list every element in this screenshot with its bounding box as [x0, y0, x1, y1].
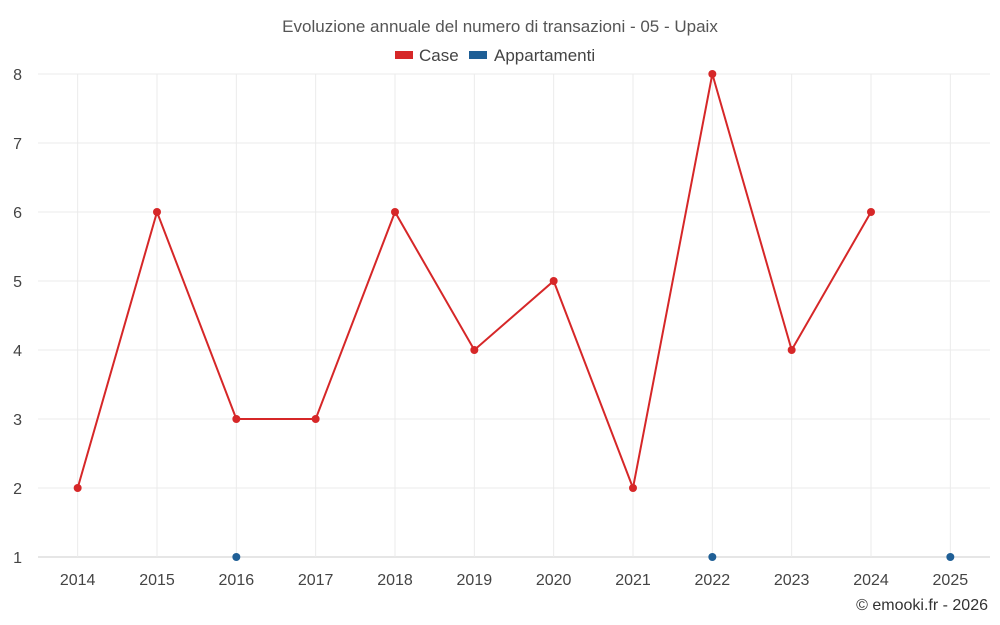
data-point[interactable] [787, 346, 796, 354]
legend-swatch-case [395, 51, 413, 59]
x-tick-label: 2014 [60, 572, 96, 589]
data-point[interactable] [867, 208, 875, 216]
y-tick-label: 8 [13, 67, 22, 84]
x-axis: 2014 2015 2016 2017 2018 2019 2020 2021 2022 2023… [60, 572, 968, 589]
data-point[interactable] [311, 415, 320, 423]
y-tick-label: 3 [13, 412, 22, 429]
legend-label-case[interactable]: Case [419, 46, 459, 65]
x-tick-label: 2019 [457, 572, 493, 589]
x-tick-label: 2016 [219, 572, 255, 589]
data-point[interactable] [73, 484, 82, 492]
x-tick-label: 2023 [774, 572, 810, 589]
y-tick-label: 5 [13, 274, 22, 291]
series-case [73, 70, 875, 492]
x-tick-label: 2022 [695, 572, 731, 589]
y-tick-label: 1 [13, 550, 22, 567]
legend-label-appartamenti[interactable]: Appartamenti [494, 46, 595, 65]
series-layer [73, 70, 955, 561]
data-point[interactable] [946, 553, 955, 561]
legend: Case Appartamenti [395, 46, 595, 65]
x-tick-label: 2024 [853, 572, 889, 589]
data-point[interactable] [629, 484, 637, 492]
data-point[interactable] [153, 208, 161, 216]
y-axis: 1 2 3 4 5 6 7 8 [13, 67, 22, 567]
series-appartamenti [232, 553, 955, 561]
x-tick-label: 2015 [139, 572, 175, 589]
data-point[interactable] [232, 553, 241, 561]
data-point[interactable] [549, 277, 558, 285]
credit-text: © emooki.fr - 2026 [856, 597, 988, 614]
data-point[interactable] [708, 70, 717, 78]
y-tick-label: 4 [13, 343, 22, 360]
x-tick-label: 2018 [377, 572, 413, 589]
data-point[interactable] [391, 208, 399, 216]
x-tick-label: 2025 [933, 572, 969, 589]
x-tick-label: 2020 [536, 572, 572, 589]
x-tick-label: 2021 [615, 572, 651, 589]
chart-title: Evoluzione annuale del numero di transaz… [282, 17, 718, 36]
x-tick-label: 2017 [298, 572, 334, 589]
data-point[interactable] [708, 553, 717, 561]
data-point[interactable] [470, 346, 479, 354]
grid [38, 73, 990, 558]
y-tick-label: 6 [13, 205, 22, 222]
y-tick-label: 2 [13, 481, 22, 498]
y-tick-label: 7 [13, 136, 22, 153]
legend-swatch-appartamenti [469, 51, 487, 59]
data-point[interactable] [232, 415, 241, 423]
